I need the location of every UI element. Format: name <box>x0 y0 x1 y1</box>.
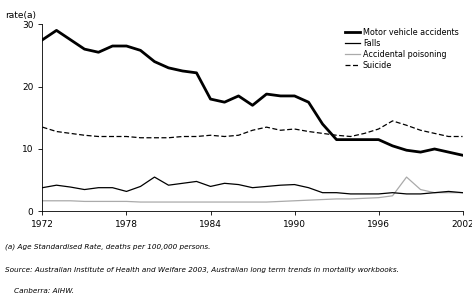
Legend: Motor vehicle accidents, Falls, Accidental poisoning, Suicide: Motor vehicle accidents, Falls, Accident… <box>342 25 462 73</box>
Text: Source: Australian Institute of Health and Welfare 2003, Australian long term tr: Source: Australian Institute of Health a… <box>5 267 398 273</box>
Text: rate(a): rate(a) <box>5 11 36 20</box>
Text: Canberra: AIHW.: Canberra: AIHW. <box>5 288 74 294</box>
Text: (a) Age Standardised Rate, deaths per 100,000 persons.: (a) Age Standardised Rate, deaths per 10… <box>5 243 210 250</box>
